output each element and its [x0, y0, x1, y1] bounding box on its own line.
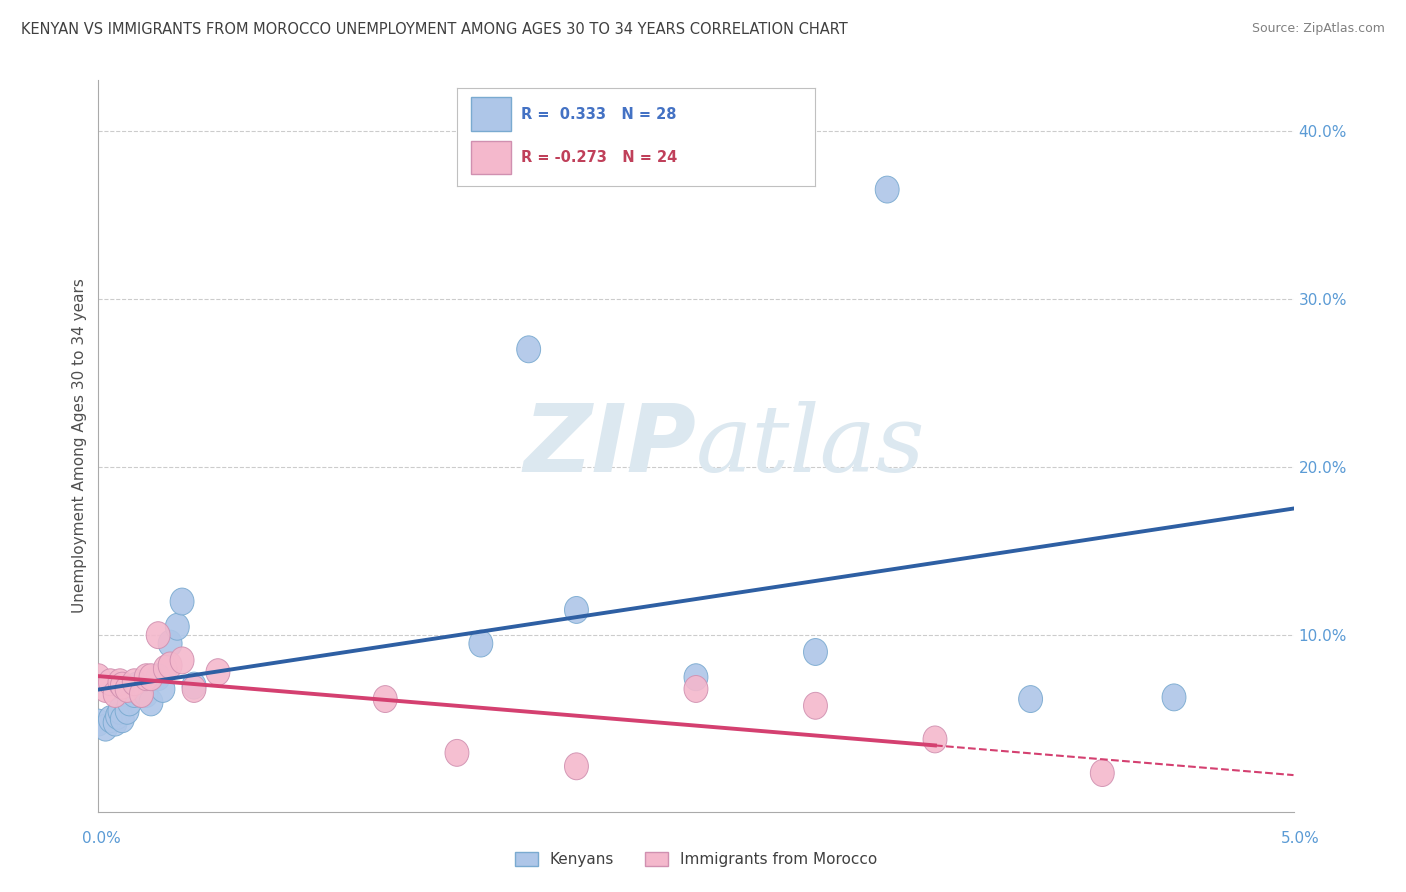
Ellipse shape: [129, 681, 153, 707]
Ellipse shape: [444, 739, 470, 766]
Ellipse shape: [111, 706, 135, 732]
Ellipse shape: [139, 664, 163, 690]
Ellipse shape: [103, 681, 127, 707]
Ellipse shape: [115, 698, 139, 724]
Ellipse shape: [87, 709, 111, 736]
Ellipse shape: [685, 664, 709, 690]
Ellipse shape: [183, 675, 207, 702]
Ellipse shape: [685, 675, 709, 702]
Ellipse shape: [170, 588, 194, 615]
Ellipse shape: [153, 656, 177, 682]
Ellipse shape: [135, 664, 159, 690]
Ellipse shape: [135, 681, 159, 707]
Ellipse shape: [87, 664, 111, 690]
Ellipse shape: [565, 753, 589, 780]
Ellipse shape: [146, 664, 170, 690]
Y-axis label: Unemployment Among Ages 30 to 34 years: Unemployment Among Ages 30 to 34 years: [72, 278, 87, 614]
Ellipse shape: [565, 597, 589, 624]
Ellipse shape: [374, 686, 398, 713]
Ellipse shape: [105, 702, 129, 730]
Text: atlas: atlas: [696, 401, 925, 491]
Text: 5.0%: 5.0%: [1281, 831, 1320, 846]
Text: KENYAN VS IMMIGRANTS FROM MOROCCO UNEMPLOYMENT AMONG AGES 30 TO 34 YEARS CORRELA: KENYAN VS IMMIGRANTS FROM MOROCCO UNEMPL…: [21, 22, 848, 37]
Ellipse shape: [111, 673, 135, 699]
Ellipse shape: [129, 681, 153, 707]
Ellipse shape: [804, 692, 827, 719]
Text: Source: ZipAtlas.com: Source: ZipAtlas.com: [1251, 22, 1385, 36]
Ellipse shape: [183, 673, 207, 699]
Ellipse shape: [94, 714, 118, 741]
Ellipse shape: [470, 630, 494, 657]
Ellipse shape: [159, 630, 183, 657]
Ellipse shape: [98, 706, 122, 732]
Text: ZIP: ZIP: [523, 400, 696, 492]
Ellipse shape: [108, 698, 132, 724]
Ellipse shape: [139, 689, 163, 716]
Ellipse shape: [125, 673, 149, 699]
Ellipse shape: [207, 658, 231, 686]
Ellipse shape: [517, 336, 541, 363]
Ellipse shape: [115, 675, 139, 702]
Ellipse shape: [146, 622, 170, 648]
Ellipse shape: [1018, 686, 1043, 713]
Ellipse shape: [122, 681, 146, 707]
Ellipse shape: [98, 669, 122, 696]
Ellipse shape: [94, 675, 118, 702]
Ellipse shape: [1091, 760, 1115, 787]
Text: 0.0%: 0.0%: [82, 831, 121, 846]
Ellipse shape: [103, 709, 127, 736]
Ellipse shape: [924, 726, 948, 753]
Ellipse shape: [118, 689, 142, 716]
Ellipse shape: [159, 652, 183, 679]
Legend: Kenyans, Immigrants from Morocco: Kenyans, Immigrants from Morocco: [509, 847, 883, 873]
Ellipse shape: [166, 614, 190, 640]
Ellipse shape: [108, 669, 132, 696]
Ellipse shape: [170, 647, 194, 673]
Ellipse shape: [804, 639, 827, 665]
Ellipse shape: [122, 669, 146, 696]
Ellipse shape: [1161, 684, 1187, 711]
Ellipse shape: [876, 176, 900, 203]
Ellipse shape: [150, 675, 174, 702]
